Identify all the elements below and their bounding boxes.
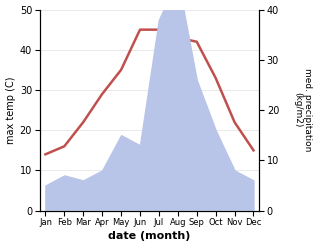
Y-axis label: med. precipitation
(kg/m2): med. precipitation (kg/m2) <box>293 68 313 152</box>
Y-axis label: max temp (C): max temp (C) <box>5 76 16 144</box>
X-axis label: date (month): date (month) <box>108 231 190 242</box>
